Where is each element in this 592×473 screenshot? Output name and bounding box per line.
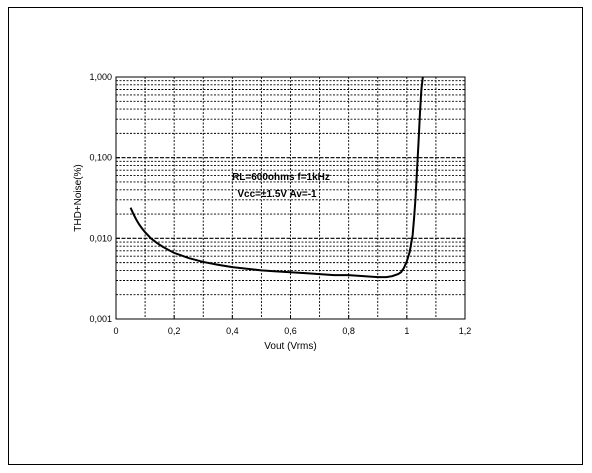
thd-noise-chart: 0,001 0,010 0,100 1,000 0 0,2 0,4 0,6 0,8 1 1,2 R… (73, 72, 471, 352)
annotation-line-2: Vcc=±1.5V Av=-1 (237, 189, 317, 200)
x-tick-label: 0,6 (284, 326, 297, 336)
x-tick-label: 0,4 (226, 326, 239, 336)
x-tick-labels: 0 0,2 0,4 0,6 0,8 1 1,2 (113, 326, 471, 336)
y-tick-label: 0,001 (89, 314, 112, 324)
y-tick-label: 1,000 (89, 72, 112, 82)
x-tick-label: 0 (113, 326, 118, 336)
x-tick-label: 1 (404, 326, 409, 336)
y-tick-labels: 0,001 0,010 0,100 1,000 (89, 72, 112, 324)
chart-frame: 0,001 0,010 0,100 1,000 0 0,2 0,4 0,6 0,8 1 1,2 R… (8, 7, 583, 465)
series-line (129, 76, 424, 279)
annotation-line-1: RL=600ohms f=1kHz (232, 172, 330, 183)
grid (116, 77, 465, 319)
x-tick-label: 0,8 (342, 326, 355, 336)
axis-ticks (115, 76, 466, 320)
y-tick-label: 0,100 (89, 153, 112, 163)
y-tick-label: 0,010 (89, 233, 112, 243)
x-tick-label: 1,2 (459, 326, 472, 336)
x-tick-label: 0,2 (168, 326, 181, 336)
y-axis-label: THD+Noise(%) (73, 164, 84, 232)
x-axis-label: Vout (Vrms) (264, 341, 316, 352)
